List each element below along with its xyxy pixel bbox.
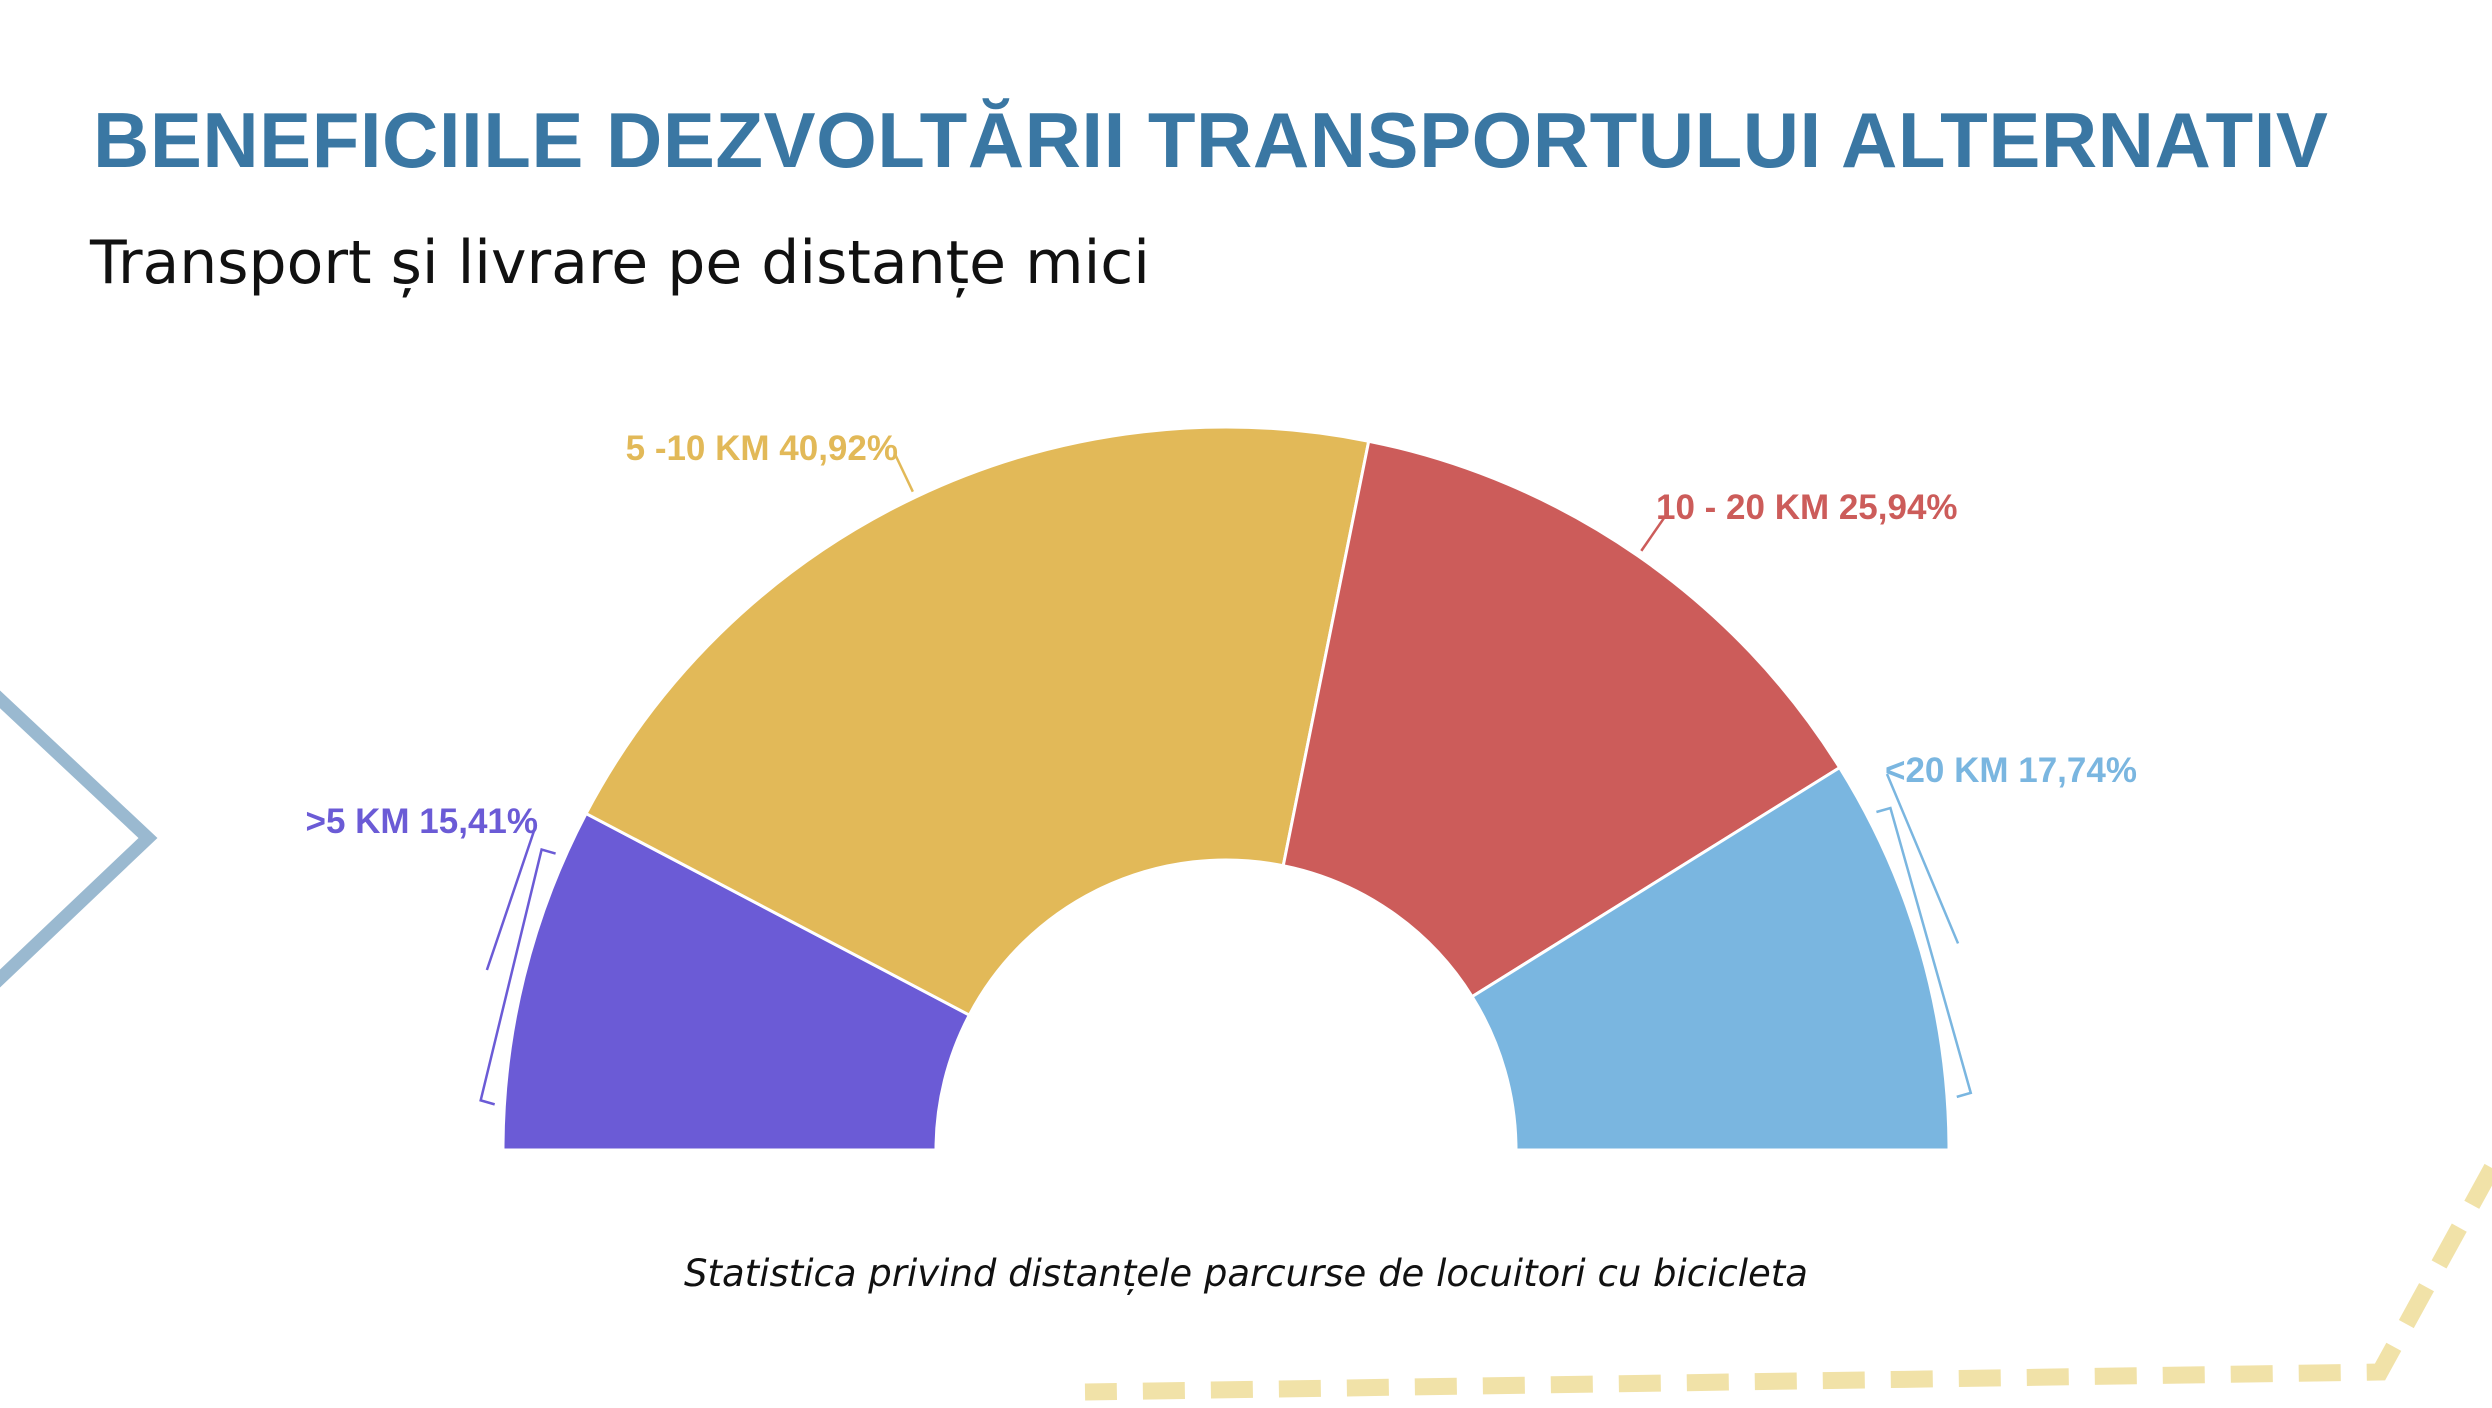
slice-leader-line bbox=[1876, 773, 1973, 1099]
slice-label: 5 -10 KM 40,92% bbox=[626, 429, 898, 468]
page-title: BENEFICIILE DEZVOLTĂRII TRANSPORTULUI AL… bbox=[93, 96, 2329, 184]
chart-slice bbox=[1281, 439, 1842, 999]
slice-leader-line bbox=[479, 824, 556, 1106]
chart-slice bbox=[1470, 765, 1951, 1152]
chart-caption: Statistica privind distanțele parcurse d… bbox=[684, 1252, 1808, 1295]
page-subtitle: Transport și livrare pe distanțe mici bbox=[90, 228, 1150, 298]
slice-label: <20 KM 17,74% bbox=[1885, 751, 2137, 790]
chart-leaders bbox=[479, 453, 1973, 1106]
slice-label: 10 - 20 KM 25,94% bbox=[1656, 488, 1958, 527]
chart-slice bbox=[584, 425, 1371, 1018]
slice-leader-line bbox=[1640, 515, 1667, 552]
dashed-path-decoration bbox=[1084, 1163, 2492, 1401]
chart-labels: >5 KM 15,41% 5 -10 KM 40,92% 10 - 20 KM 25… bbox=[306, 429, 2137, 841]
slice-leader-line bbox=[893, 453, 914, 493]
chart-slices bbox=[501, 425, 1951, 1152]
chart-slice bbox=[501, 811, 972, 1152]
slice-label: >5 KM 15,41% bbox=[306, 802, 539, 841]
chevron-decoration bbox=[0, 690, 158, 988]
